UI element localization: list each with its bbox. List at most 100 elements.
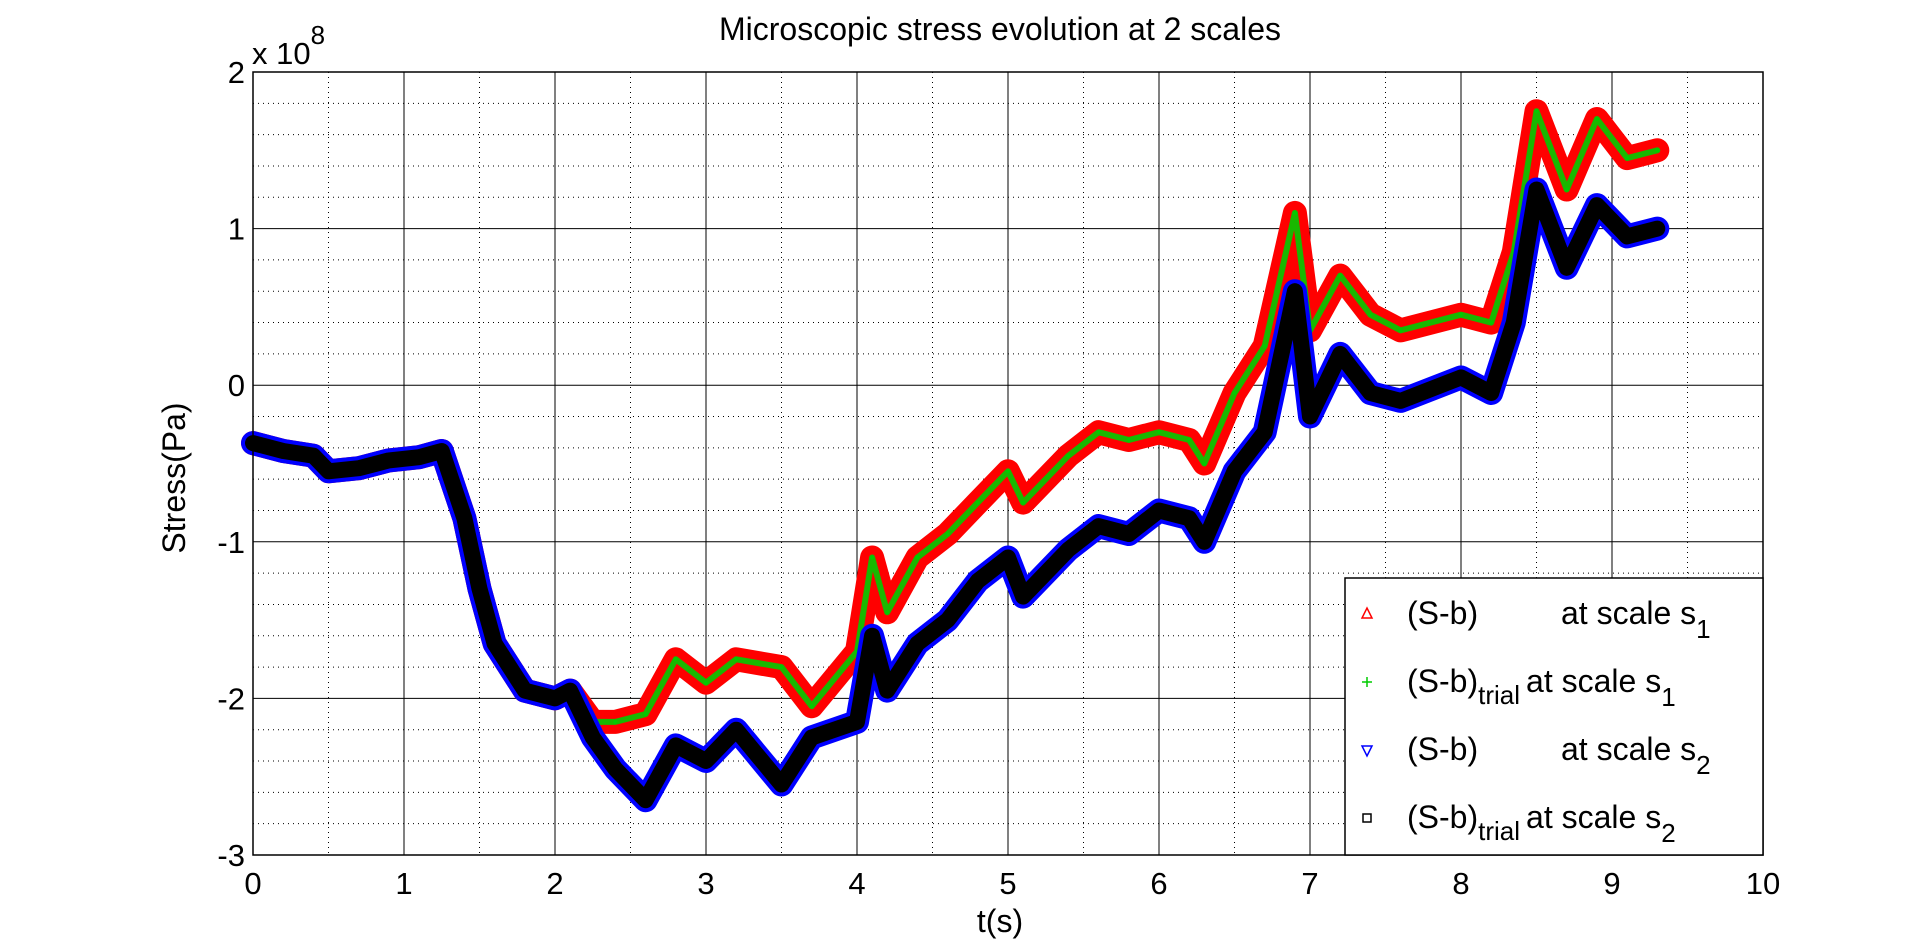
data-point-s2-40 <box>1338 273 1343 278</box>
legend-scale-sub: 1 <box>1696 614 1710 644</box>
data-point-s2-27 <box>975 500 980 505</box>
legend-marker-3 <box>1360 745 1374 758</box>
y-tick-label: 1 <box>228 212 245 247</box>
data-point-s4-50 <box>1655 226 1660 231</box>
data-point-s4-14 <box>590 735 595 740</box>
x-tick-label: 8 <box>1452 866 1469 901</box>
chart-title: Microscopic stress evolution at 2 scales <box>719 11 1281 47</box>
data-point-s4-28 <box>1006 555 1010 560</box>
data-point-s4-22 <box>855 719 859 724</box>
data-point-s2-46 <box>1534 109 1539 114</box>
data-point-s2-19 <box>734 657 739 662</box>
data-point-s4-4 <box>356 466 361 471</box>
data-point-s2-26 <box>945 531 950 536</box>
data-point-s4-47 <box>1564 265 1569 270</box>
data-point-s4-31 <box>1096 524 1101 529</box>
data-point-s4-13 <box>568 688 573 693</box>
data-point-s2-17 <box>673 657 678 662</box>
data-point-s2-31 <box>1096 430 1101 435</box>
legend-marker-4 <box>1362 813 1372 823</box>
legend-main: (S-b) <box>1407 731 1478 767</box>
data-point-s4-39 <box>1308 414 1312 419</box>
data-point-s2-25 <box>915 555 920 560</box>
data-point-s4-38 <box>1292 289 1297 294</box>
y-axis-label: Stress(Pa) <box>156 402 192 553</box>
x-tick-label: 4 <box>848 866 865 901</box>
data-point-s2-37 <box>1262 344 1267 349</box>
data-point-s2-41 <box>1368 312 1373 317</box>
x-tick-label: 2 <box>546 866 563 901</box>
data-point-s4-19 <box>734 727 739 732</box>
legend-sub: trial <box>1478 816 1520 846</box>
legend-main: (S-b) <box>1407 595 1478 631</box>
data-point-s2-15 <box>613 719 618 724</box>
data-point-s4-29 <box>1021 594 1026 599</box>
x-tick-label: 9 <box>1603 866 1620 901</box>
legend-scale-sub: 1 <box>1661 682 1675 712</box>
data-point-s4-48 <box>1594 203 1599 208</box>
data-point-s4-23 <box>870 633 875 638</box>
data-point-s4-9 <box>477 586 482 591</box>
data-point-s2-50 <box>1655 148 1660 153</box>
legend: (S-b) at scale s1(S-b)trial at scale s1(S-… <box>1344 577 1764 856</box>
y-tick-label: -1 <box>217 525 245 560</box>
series-layer <box>241 99 1670 813</box>
data-point-s4-26 <box>945 618 950 623</box>
data-point-s4-24 <box>885 688 890 693</box>
data-point-s2-18 <box>704 680 708 685</box>
y-multiplier-base: x 10 <box>252 36 311 71</box>
tick-labels: 0 1 2 3 4 5 6 7 8 9 10 -3 -2 -1 0 1 2 <box>217 55 1780 901</box>
y-tick-label: -3 <box>217 838 245 873</box>
data-point-s2-44 <box>1489 320 1494 325</box>
data-point-s4-17 <box>673 743 678 748</box>
y-multiplier-exponent: 8 <box>311 20 325 50</box>
legend-tail: at scale s <box>1561 731 1696 767</box>
legend-label-3: (S-b) at scale s2 <box>1407 731 1711 780</box>
data-point-s4-25 <box>915 641 920 646</box>
legend-box <box>1344 577 1764 856</box>
data-point-s2-20 <box>779 665 784 670</box>
data-point-s4-6 <box>417 455 422 460</box>
data-point-s2-32 <box>1126 438 1131 443</box>
data-point-s4-36 <box>1232 469 1237 474</box>
legend-main: (S-b) <box>1407 799 1478 835</box>
legend-marker-1 <box>1360 606 1374 619</box>
data-point-s2-21 <box>809 704 814 709</box>
data-point-s4-11 <box>522 688 527 693</box>
legend-tail: at scale s <box>1561 595 1696 631</box>
y-tick-label: 0 <box>228 368 245 403</box>
data-point-s4-32 <box>1126 531 1131 536</box>
data-point-s4-5 <box>386 458 391 463</box>
x-tick-label: 7 <box>1301 866 1318 901</box>
data-point-s4-40 <box>1338 351 1343 356</box>
data-point-s4-30 <box>1066 547 1071 552</box>
data-point-s4-43 <box>1459 375 1463 380</box>
data-point-s4-3 <box>326 469 331 474</box>
data-point-s2-49 <box>1625 156 1630 161</box>
x-tick-label: 0 <box>244 866 261 901</box>
data-point-s4-44 <box>1489 391 1494 396</box>
legend-sub: trial <box>1478 680 1520 710</box>
data-point-s4-20 <box>779 782 784 787</box>
data-point-s4-35 <box>1202 539 1207 544</box>
axes-frame <box>252 71 1764 856</box>
data-point-s4-42 <box>1398 398 1403 403</box>
data-point-s2-34 <box>1187 438 1192 443</box>
x-tick-label: 6 <box>1150 866 1167 901</box>
x-tick-label: 3 <box>697 866 714 901</box>
legend-tail: at scale s <box>1526 799 1661 835</box>
legend-scale-sub: 2 <box>1661 818 1675 848</box>
legend-label-1: (S-b) at scale s1 <box>1407 595 1711 644</box>
data-point-s4-1 <box>281 448 286 453</box>
data-point-s4-49 <box>1625 234 1630 239</box>
data-point-s2-29 <box>1021 500 1026 505</box>
data-point-s4-41 <box>1368 391 1373 396</box>
x-tick-label: 10 <box>1746 866 1780 901</box>
data-point-s2-43 <box>1459 312 1463 317</box>
legend-label-4: (S-b)trial at scale s2 <box>1407 799 1676 848</box>
data-point-s4-37 <box>1262 430 1267 435</box>
axes-box <box>252 71 1764 856</box>
data-point-s4-45 <box>1511 320 1516 325</box>
data-point-s4-21 <box>809 735 814 740</box>
